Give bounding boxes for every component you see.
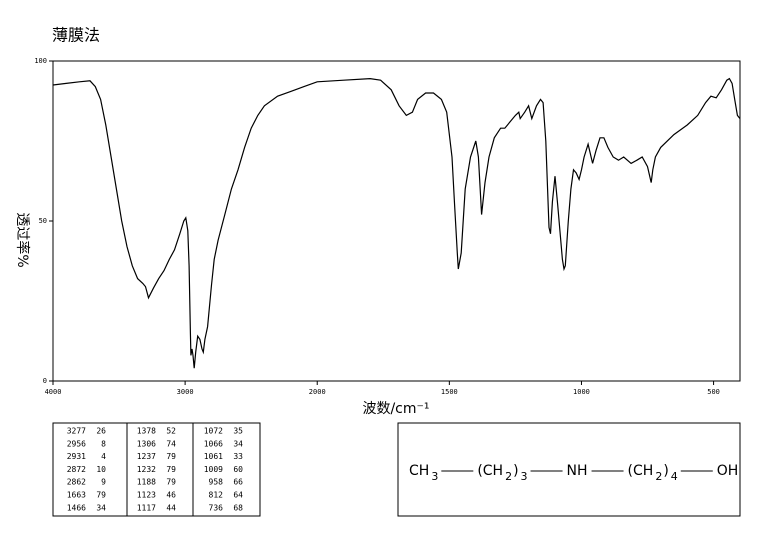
peak-transmittance: 34 [233,439,243,448]
formula-text: ) [663,463,668,479]
peak-transmittance: 74 [166,439,176,448]
x-tick-label: 3000 [177,388,194,396]
formula-subscript: 3 [521,470,528,483]
peak-wavenumber: 1072 [204,427,223,436]
peak-wavenumber: 2872 [67,465,86,474]
peak-wavenumber: 1117 [137,503,156,512]
peak-transmittance: 68 [233,503,243,512]
formula-subscript: 2 [655,470,662,483]
y-tick-label: 100 [34,57,47,65]
peak-wavenumber: 1009 [204,465,223,474]
y-tick-label: 0 [43,377,47,385]
formula: CH 3 (CH 2) 3 NH (CH 2) 4 OH [409,463,738,483]
peak-transmittance: 79 [166,465,176,474]
x-tick-label: 1500 [441,388,458,396]
peak-wavenumber: 2956 [67,439,86,448]
formula-subscript: 2 [505,470,512,483]
peak-transmittance: 8 [101,439,106,448]
peak-transmittance: 33 [233,452,243,461]
table-frame [52,422,261,517]
peak-transmittance: 44 [166,503,176,512]
x-tick-label: 500 [707,388,720,396]
formula-text: ) [513,463,518,479]
formula-text: CH [409,463,429,479]
peak-wavenumber: 812 [209,491,224,500]
peak-wavenumber: 958 [209,478,224,487]
formula-subscript: 3 [431,470,438,483]
peak-transmittance: 79 [96,491,106,500]
peak-transmittance: 79 [166,478,176,487]
formula-text: NH [567,463,588,479]
y-tick-label: 50 [39,217,47,225]
peak-wavenumber: 1378 [137,427,156,436]
formula-subscript: 4 [671,470,678,483]
peak-transmittance: 46 [166,491,176,500]
spectrum-line [52,77,741,369]
peak-transmittance: 52 [166,427,176,436]
peak-transmittance: 4 [101,452,106,461]
formula-text: (CH [477,463,503,479]
peak-transmittance: 9 [101,478,106,487]
peak-wavenumber: 1466 [67,503,86,512]
peak-transmittance: 10 [96,465,106,474]
peak-wavenumber: 1188 [137,478,156,487]
peak-wavenumber: 1061 [204,452,223,461]
peak-wavenumber: 1663 [67,491,86,500]
formula-frame [397,422,741,517]
peak-wavenumber: 1123 [137,491,156,500]
x-axis-label: 波数/cm⁻¹ [362,401,429,417]
peak-transmittance: 66 [233,478,243,487]
peak-wavenumber: 3277 [67,427,86,436]
peak-wavenumber: 1232 [137,465,156,474]
peak-transmittance: 34 [96,503,106,512]
peak-wavenumber: 2862 [67,478,86,487]
peak-transmittance: 35 [233,427,243,436]
peak-wavenumber: 1306 [137,439,156,448]
formula-text: OH [717,463,739,479]
peak-wavenumber: 736 [209,503,224,512]
formula-text: (CH [628,463,654,479]
x-tick-label: 2000 [309,388,326,396]
peak-transmittance: 26 [96,427,106,436]
peak-transmittance: 79 [166,452,176,461]
peak-transmittance: 64 [233,491,243,500]
x-tick-label: 1000 [573,388,590,396]
peak-transmittance: 60 [233,465,243,474]
y-axis-label: 透过率% [14,212,31,267]
x-tick-label: 4000 [45,388,62,396]
peak-wavenumber: 2931 [67,452,86,461]
peak-wavenumber: 1066 [204,439,223,448]
plot-frame [52,60,741,382]
peak-wavenumber: 1237 [137,452,156,461]
chart-title: 薄膜法 [52,26,100,45]
